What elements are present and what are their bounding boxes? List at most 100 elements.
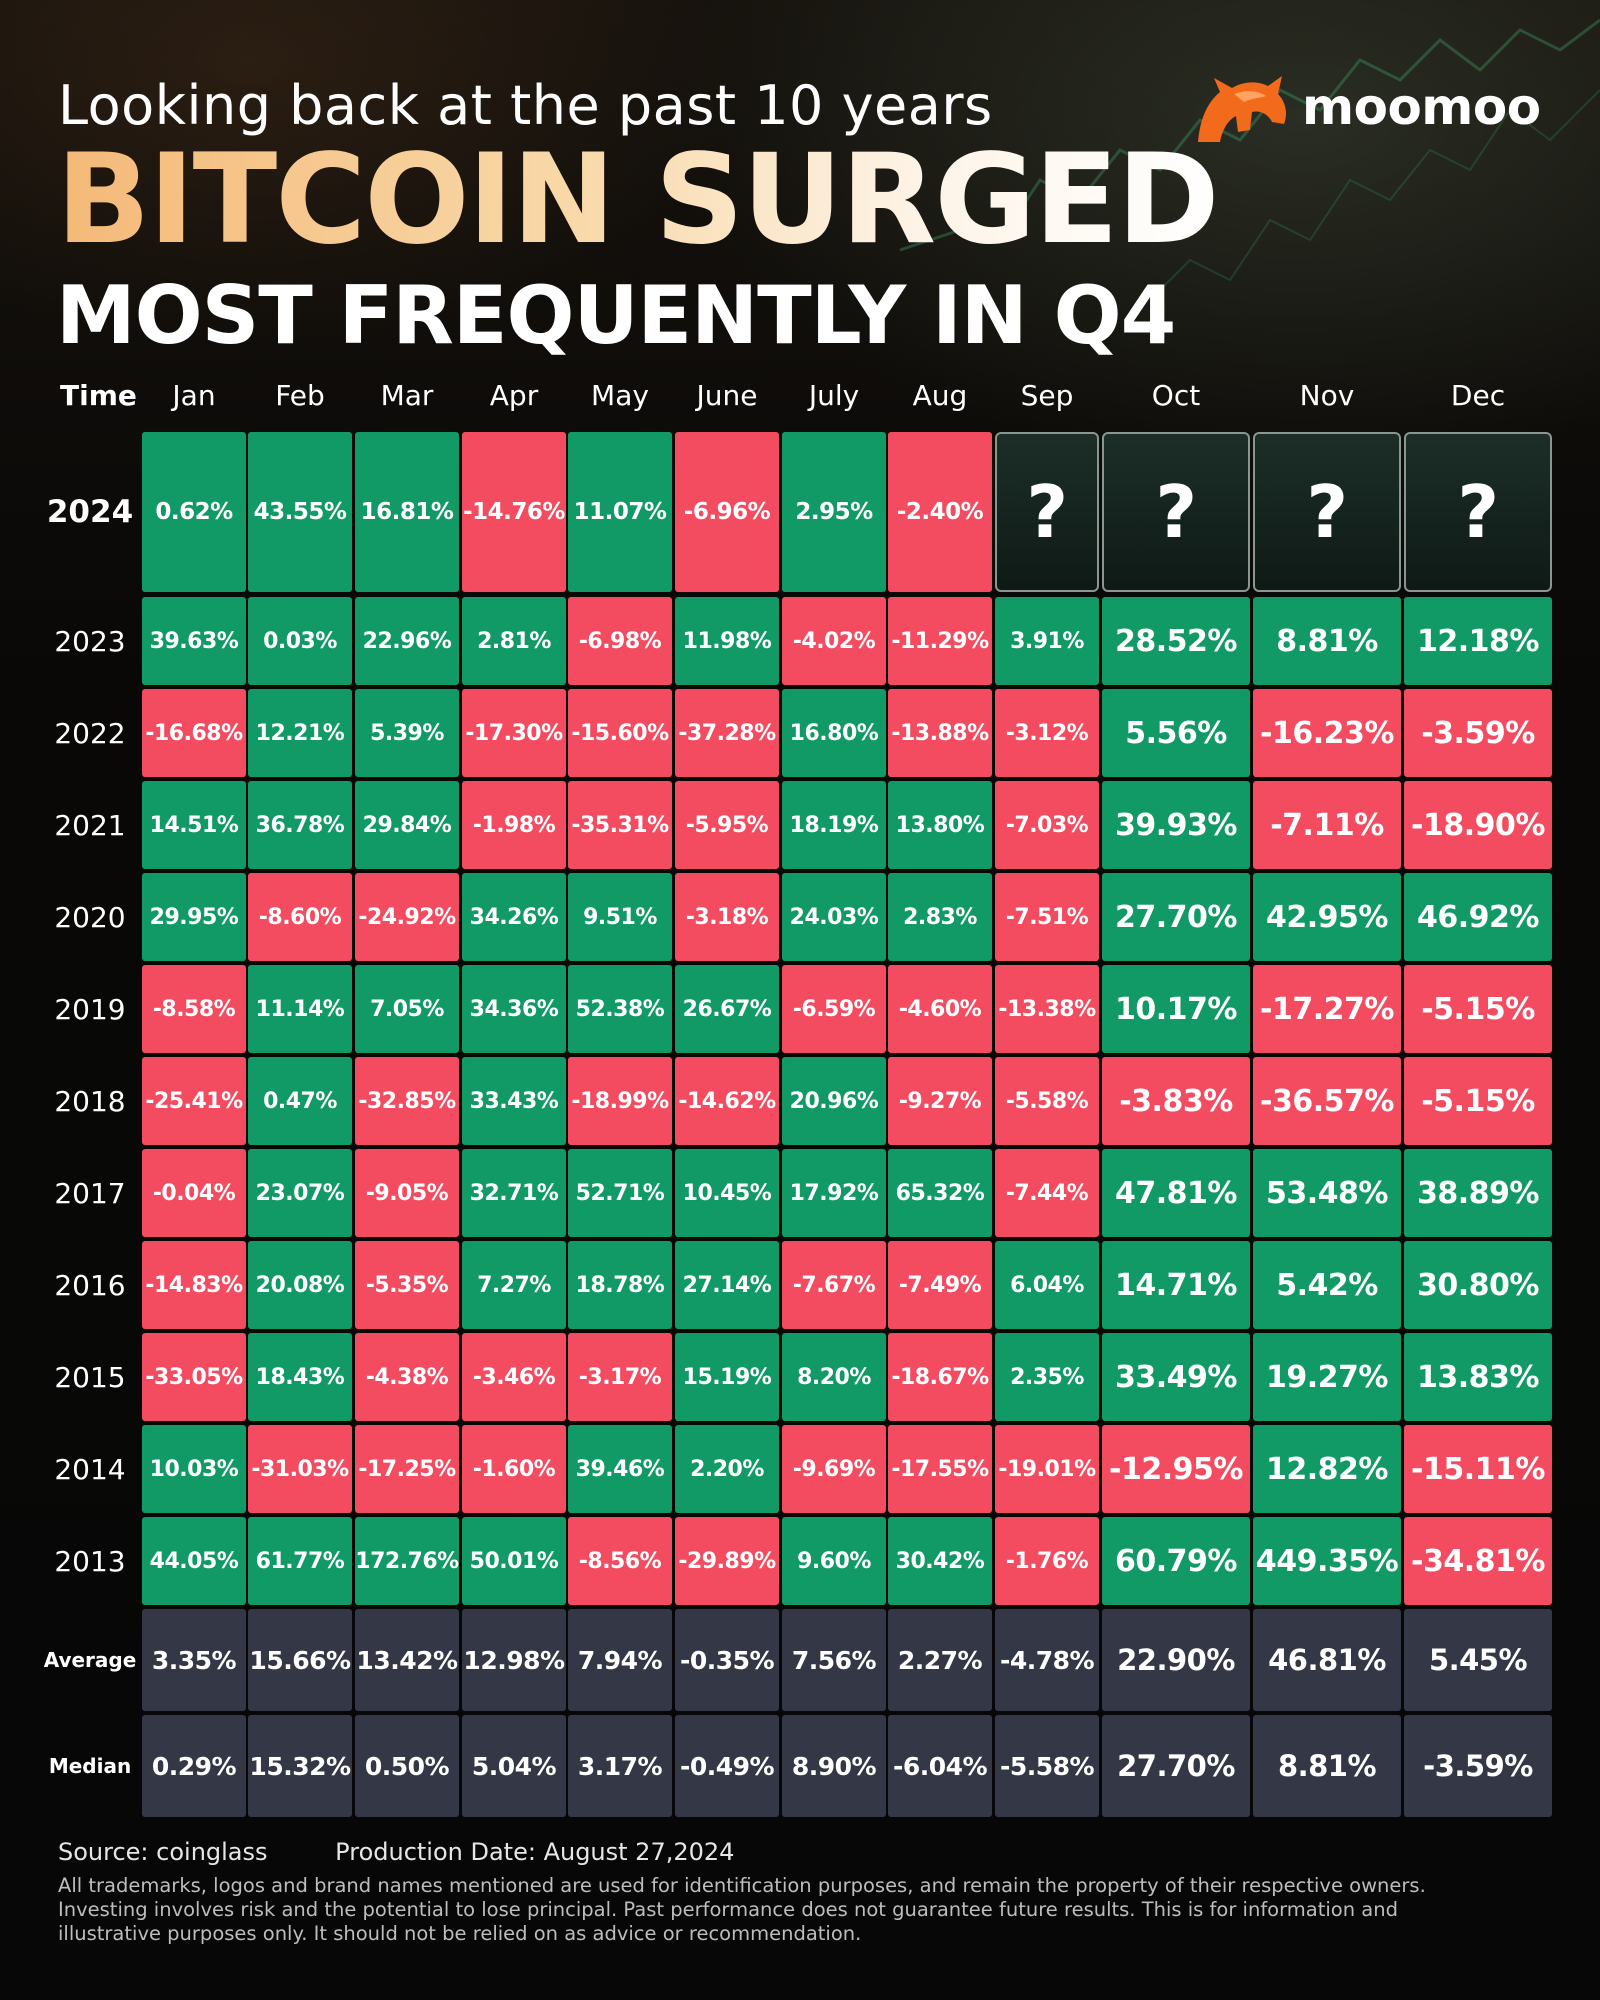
table-cell: 52.38%	[568, 965, 672, 1053]
table-cell: -17.55%	[888, 1425, 992, 1513]
table-cell: 27.70%	[1102, 873, 1250, 961]
row-label-2015: 2015	[54, 1360, 126, 1394]
column-header-july: July	[808, 379, 860, 412]
table-cell: 27.14%	[675, 1241, 779, 1329]
summary-label-average: Average	[43, 1648, 137, 1672]
column-header-june: June	[696, 379, 758, 412]
summary-cell: 7.56%	[782, 1609, 886, 1711]
table-cell: 39.46%	[568, 1425, 672, 1513]
table-cell: -29.89%	[675, 1517, 779, 1605]
disclaimer-line-2: Investing involves risk and the potentia…	[58, 1898, 1398, 1921]
table-cell: 7.05%	[355, 965, 459, 1053]
table-cell: -8.58%	[142, 965, 246, 1053]
column-header-apr: Apr	[489, 379, 539, 412]
summary-cell: 5.45%	[1404, 1609, 1552, 1711]
column-header-mar: Mar	[380, 379, 434, 412]
row-label-2018: 2018	[54, 1084, 126, 1118]
table-cell: -1.60%	[462, 1425, 566, 1513]
table-cell: -11.29%	[888, 597, 992, 685]
column-header-sep: Sep	[1020, 379, 1074, 412]
table-cell: 172.76%	[355, 1517, 459, 1605]
table-cell: 8.20%	[782, 1333, 886, 1421]
table-cell: 43.55%	[248, 432, 352, 592]
table-cell: -31.03%	[248, 1425, 352, 1513]
row-label-2013: 2013	[54, 1544, 126, 1578]
summary-cell: 3.35%	[142, 1609, 246, 1711]
summary-cell: -6.04%	[888, 1715, 992, 1817]
table-cell: 33.49%	[1102, 1333, 1250, 1421]
table-cell: -5.95%	[675, 781, 779, 869]
table-cell: -36.57%	[1253, 1057, 1401, 1145]
table-cell: -7.03%	[995, 781, 1099, 869]
table-cell: 0.62%	[142, 432, 246, 592]
disclaimer: All trademarks, logos and brand names me…	[58, 1874, 1558, 1946]
table-cell: 13.83%	[1404, 1333, 1552, 1421]
table-cell: -9.05%	[355, 1149, 459, 1237]
table-cell: -15.11%	[1404, 1425, 1552, 1513]
table-cell: 2.35%	[995, 1333, 1099, 1421]
table-cell: -9.69%	[782, 1425, 886, 1513]
column-header-feb: Feb	[275, 379, 325, 412]
table-cell: -8.60%	[248, 873, 352, 961]
table-cell: ?	[1253, 432, 1401, 592]
table-cell: 13.80%	[888, 781, 992, 869]
table-cell: -14.83%	[142, 1241, 246, 1329]
table-cell: -7.51%	[995, 873, 1099, 961]
summary-cell: -0.35%	[675, 1609, 779, 1711]
table-cell: -6.96%	[675, 432, 779, 592]
table-cell: 39.93%	[1102, 781, 1250, 869]
summary-cell: 2.27%	[888, 1609, 992, 1711]
table-cell: 50.01%	[462, 1517, 566, 1605]
table-cell: -7.11%	[1253, 781, 1401, 869]
summary-cell: 7.94%	[568, 1609, 672, 1711]
summary-cell: 5.04%	[462, 1715, 566, 1817]
table-cell: -17.25%	[355, 1425, 459, 1513]
table-cell: 5.39%	[355, 689, 459, 777]
table-cell: -33.05%	[142, 1333, 246, 1421]
table-cell: 17.92%	[782, 1149, 886, 1237]
summary-cell: 3.17%	[568, 1715, 672, 1817]
table-cell: -15.60%	[568, 689, 672, 777]
table-cell: -1.76%	[995, 1517, 1099, 1605]
table-cell: 14.71%	[1102, 1241, 1250, 1329]
table-cell: 34.36%	[462, 965, 566, 1053]
table-cell: 53.48%	[1253, 1149, 1401, 1237]
table-cell: 30.42%	[888, 1517, 992, 1605]
row-label-2024: 2024	[46, 494, 134, 530]
row-label-2017: 2017	[54, 1176, 126, 1210]
table-cell: -7.67%	[782, 1241, 886, 1329]
summary-cell: -3.59%	[1404, 1715, 1552, 1817]
table-cell: 28.52%	[1102, 597, 1250, 685]
summary-cell: 0.50%	[355, 1715, 459, 1817]
table-cell: -37.28%	[675, 689, 779, 777]
disclaimer-line-3: illustrative purposes only. It should no…	[58, 1922, 862, 1945]
table-cell: -4.38%	[355, 1333, 459, 1421]
table-cell: 9.60%	[782, 1517, 886, 1605]
table-cell: 16.80%	[782, 689, 886, 777]
table-cell: -5.15%	[1404, 965, 1552, 1053]
table-cell: 29.95%	[142, 873, 246, 961]
summary-cell: 27.70%	[1102, 1715, 1250, 1817]
table-cell: 36.78%	[248, 781, 352, 869]
table-cell: -25.41%	[142, 1057, 246, 1145]
table-cell: -16.68%	[142, 689, 246, 777]
table-cell: 47.81%	[1102, 1149, 1250, 1237]
table-cell: -18.99%	[568, 1057, 672, 1145]
table-cell: 32.71%	[462, 1149, 566, 1237]
table-cell: -13.38%	[995, 965, 1099, 1053]
row-label-2016: 2016	[54, 1268, 126, 1302]
table-cell: 12.82%	[1253, 1425, 1401, 1513]
table-cell: 449.35%	[1253, 1517, 1401, 1605]
table-cell: 65.32%	[888, 1149, 992, 1237]
source-text: Source: coinglass	[58, 1838, 268, 1866]
table-cell: 18.19%	[782, 781, 886, 869]
table-cell: -4.60%	[888, 965, 992, 1053]
table-cell: 60.79%	[1102, 1517, 1250, 1605]
table-cell: 3.91%	[995, 597, 1099, 685]
table-cell: 10.17%	[1102, 965, 1250, 1053]
column-header-dec: Dec	[1450, 379, 1506, 412]
column-header-aug: Aug	[912, 379, 968, 412]
table-cell: 14.51%	[142, 781, 246, 869]
table-cell: -6.59%	[782, 965, 886, 1053]
